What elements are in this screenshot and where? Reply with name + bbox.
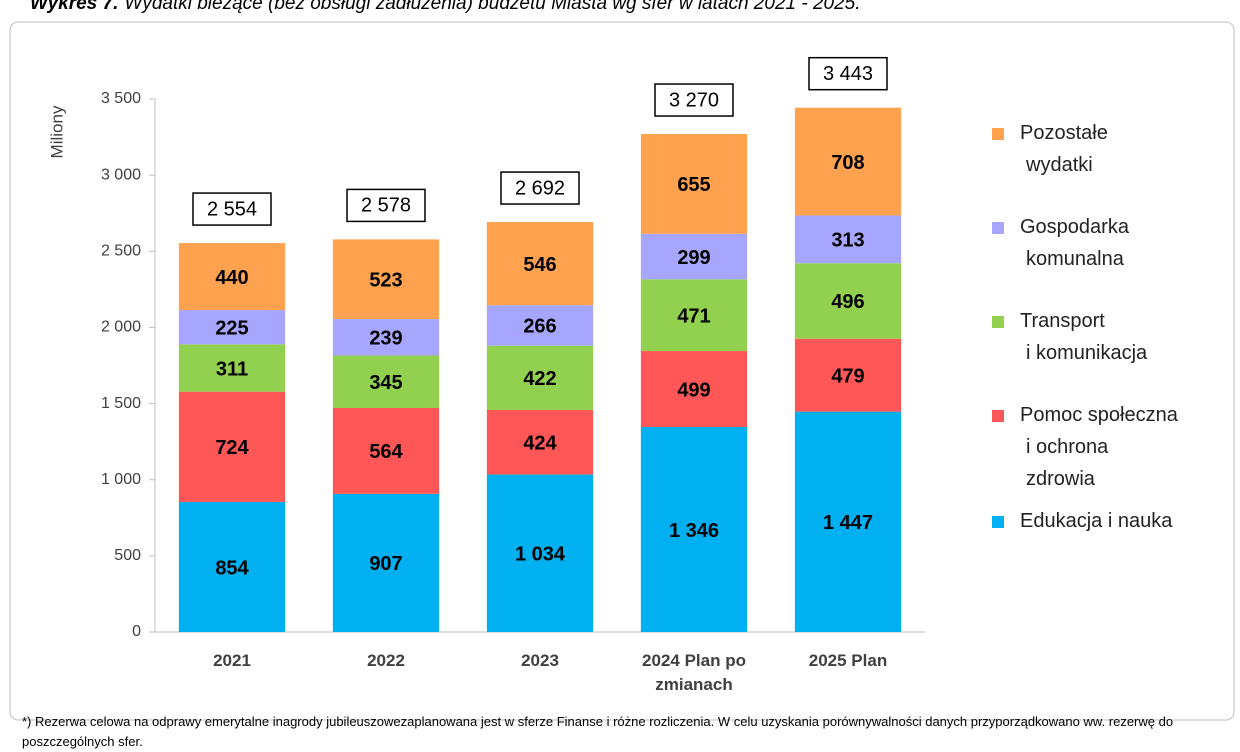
bar-segment (640, 233, 748, 280)
bar-segment (178, 391, 286, 502)
y-tick-label: 1 500 (101, 395, 141, 412)
y-tick-label: 3 000 (101, 166, 141, 183)
total-box (808, 56, 888, 91)
segment-label: 564 (369, 441, 403, 463)
legend-label: Transport i komunikacja (1020, 310, 1148, 364)
segment-label: 422 (523, 368, 556, 390)
legend-swatch (992, 516, 1004, 528)
total-box (192, 192, 272, 226)
y-tick-label: 500 (114, 547, 141, 564)
segment-label: 546 (523, 254, 556, 276)
bar-segment (178, 243, 286, 311)
segment-label: 311 (216, 358, 248, 380)
segment-label: 854 (215, 557, 249, 579)
y-tick-label: 0 (132, 623, 141, 640)
bar-segment (178, 310, 286, 345)
bar-segment (178, 344, 286, 392)
bar-segment (486, 474, 594, 632)
title-label: Wykres 7. (30, 0, 118, 14)
bar-segment (794, 215, 902, 264)
bar-segment (332, 493, 440, 632)
x-tick-label: 2025 Plan (809, 651, 887, 670)
segment-label: 1 346 (669, 520, 719, 542)
bar-segment (332, 407, 440, 494)
legend-label: Edukacja i nauka (1020, 510, 1173, 532)
segment-label: 345 (369, 372, 402, 394)
bar-segment (332, 319, 440, 356)
x-tick-label: 2024 Plan po zmianach (642, 651, 746, 694)
bar-segment (332, 355, 440, 408)
legend-label: Pomoc społeczna i ochrona zdrowia (1020, 404, 1179, 490)
bar-segment (486, 345, 594, 410)
x-tick-label: 2022 (367, 651, 405, 670)
bar-segment (332, 239, 440, 320)
segment-label: 724 (215, 437, 249, 459)
bar-segment (486, 409, 594, 475)
total-label: 2 554 (207, 198, 257, 220)
bar-segment (486, 222, 594, 306)
total-label: 2 578 (361, 195, 411, 217)
legend-label: Pozostałe wydatki (1020, 122, 1108, 176)
total-label: 2 692 (515, 177, 565, 199)
segment-label: 496 (831, 291, 864, 313)
segment-label: 1 447 (823, 512, 873, 534)
bar-segment (794, 107, 902, 216)
segment-label: 299 (677, 247, 710, 269)
y-tick-label: 2 000 (101, 319, 141, 336)
legend-swatch (992, 316, 1004, 328)
segment-label: 471 (677, 305, 710, 327)
segment-label: 479 (831, 365, 864, 387)
bar-segment (794, 338, 902, 412)
chart-title: Wykres 7. Wydatki bieżące (bez obsługi za… (30, 0, 861, 14)
legend-swatch (992, 222, 1004, 234)
total-label: 3 270 (669, 89, 719, 111)
title-text: Wydatki bieżące (bez obsługi zadłużenia)… (124, 0, 860, 14)
y-tick-label: 1 000 (101, 471, 141, 488)
legend-swatch (992, 410, 1004, 422)
bar-segment (794, 411, 902, 632)
legend-swatch (992, 128, 1004, 140)
x-tick-label: 2023 (521, 651, 559, 670)
chart-border (9, 21, 1235, 721)
bar-segment (640, 427, 748, 632)
segment-label: 266 (523, 316, 556, 338)
segment-label: 225 (215, 317, 248, 339)
bar-segment (178, 501, 286, 632)
x-tick-label: 2021 (213, 651, 251, 670)
segment-label: 499 (677, 379, 710, 401)
segment-label: 440 (215, 267, 248, 289)
bar-segment (794, 263, 902, 339)
segment-label: 1 034 (515, 544, 566, 566)
legend-label: Gospodarka komunalna (1020, 216, 1130, 270)
segment-label: 239 (369, 328, 402, 350)
segment-label: 907 (369, 553, 402, 575)
total-box (654, 83, 734, 117)
bar-segment (486, 305, 594, 346)
bar-segment (640, 134, 748, 234)
y-axis-label: Miliony (47, 105, 66, 158)
segment-label: 523 (369, 270, 402, 292)
segment-label: 313 (831, 230, 864, 252)
total-label: 3 443 (823, 63, 873, 85)
total-box (346, 188, 426, 223)
segment-label: 655 (677, 174, 710, 196)
y-tick-label: 2 500 (101, 243, 141, 260)
footnote: *) Rezerwa celowa na odprawy emerytalne … (22, 714, 1174, 749)
total-box (500, 171, 580, 205)
y-tick-label: 3 500 (101, 90, 141, 107)
bar-segment (640, 351, 748, 428)
bar-segment (640, 279, 748, 352)
segment-label: 424 (523, 433, 557, 455)
segment-label: 708 (831, 152, 864, 174)
